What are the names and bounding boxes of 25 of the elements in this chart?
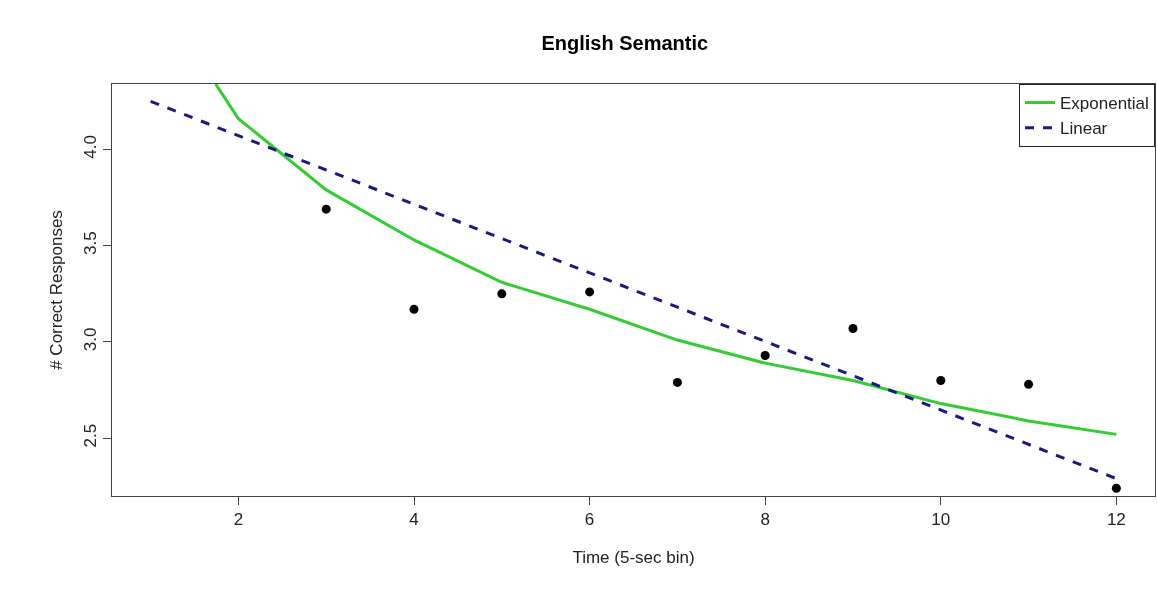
y-tick-label: 3.5 [81,231,101,255]
chart-title: English Semantic [541,31,709,54]
x-tick-label: 12 [1106,510,1126,530]
x-tick-label: 4 [409,510,419,530]
point [321,204,331,214]
y-tick-label: 3.0 [81,327,101,352]
point [672,377,682,387]
point [1024,379,1034,389]
x-tick-label: 2 [233,510,244,530]
y-tick-label: 2.5 [81,423,101,448]
point [936,375,946,385]
legend-label: Exponential [1060,94,1149,114]
point [497,289,507,299]
y-tick-label: 4.0 [81,135,101,159]
point [848,324,858,333]
x-tick-label: 8 [760,510,770,530]
x-tick-label: 10 [931,510,951,530]
x-axis-title: Time (5-sec bin) [572,547,695,567]
point [409,304,419,314]
point [585,287,595,297]
point [1111,483,1121,493]
y-axis-title: # Correct Responses [46,210,66,370]
point [760,350,770,360]
x-tick-label: 6 [584,510,595,530]
legend-label: Linear [1060,119,1108,139]
